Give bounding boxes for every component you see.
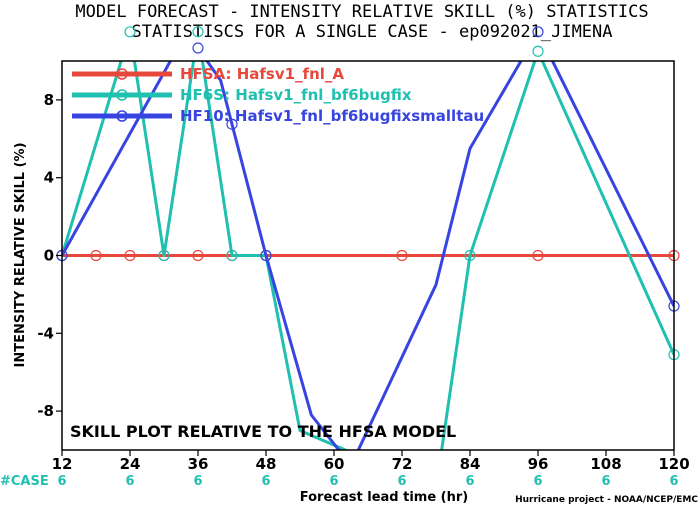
series-marker-1 xyxy=(192,26,204,38)
x-tick-label: 36 xyxy=(188,455,209,473)
chart-title-line2: STATISTISCS FOR A SINGLE CASE - ep092021… xyxy=(131,22,612,42)
series-marker-1 xyxy=(124,26,136,38)
series-marker-2 xyxy=(192,42,204,54)
x-axis-label: Forecast lead time (hr) xyxy=(300,490,468,505)
case-counts: 6 6 6 6 6 6 6 6 6 6 xyxy=(57,474,678,489)
y-tick-label: 0 xyxy=(44,247,54,265)
series-marker-1 xyxy=(226,249,238,262)
y-tick-label: -8 xyxy=(37,402,54,420)
x-tick-label: 24 xyxy=(120,455,141,473)
y-tick-label: -4 xyxy=(37,324,54,342)
credit-text: Hurricane project - NOAA/NCEP/EMC xyxy=(515,495,698,505)
x-tick-label: 120 xyxy=(658,455,689,473)
legend-marker xyxy=(116,89,128,101)
x-tick-label: 108 xyxy=(590,455,621,473)
series-marker-0 xyxy=(532,249,544,262)
skill-annotation: SKILL PLOT RELATIVE TO THE HFSA MODEL xyxy=(70,422,456,441)
case-count: 6 xyxy=(261,474,270,489)
y-tick-labels: -8 -4 0 4 8 xyxy=(37,91,62,420)
case-count: 6 xyxy=(465,474,474,489)
legend: HFSA: Hafsv1_fnl_A HF6S: Hafsv1_fnl_bf6bu… xyxy=(72,65,484,125)
marker-layer xyxy=(56,26,680,361)
case-label: #CASE xyxy=(0,474,49,489)
series-marker-2 xyxy=(226,118,238,130)
case-count: 6 xyxy=(669,474,678,489)
series-marker-1 xyxy=(464,249,476,262)
series-marker-0 xyxy=(90,249,102,262)
series-line-2 xyxy=(62,61,674,450)
case-count: 6 xyxy=(193,474,202,489)
case-count: 6 xyxy=(125,474,134,489)
series-marker-0 xyxy=(124,249,136,262)
x-tick-label: 84 xyxy=(460,455,481,473)
legend-marker xyxy=(116,110,128,122)
case-count: 6 xyxy=(57,474,66,489)
y-axis-label: INTENSITY RELATIVE SKILL (%) xyxy=(13,142,28,367)
case-count: 6 xyxy=(397,474,406,489)
legend-label: HF10: Hafsv1_fnl_bf6bugfixsmalltau xyxy=(180,107,484,125)
x-tick-labels: 12 24 36 48 60 72 84 96 108 120 xyxy=(52,450,690,473)
series-marker-2 xyxy=(532,26,544,38)
series-marker-1 xyxy=(158,249,170,262)
legend-label: HFSA: Hafsv1_fnl_A xyxy=(180,65,344,83)
series-marker-1 xyxy=(532,45,544,57)
series-layer xyxy=(62,61,674,450)
case-count: 6 xyxy=(533,474,542,489)
x-tick-label: 48 xyxy=(256,455,277,473)
x-tick-label: 12 xyxy=(52,455,73,473)
y-tick-label: 8 xyxy=(44,91,54,109)
x-tick-label: 96 xyxy=(528,455,549,473)
series-marker-2 xyxy=(260,249,272,262)
legend-label: HF6S: Hafsv1_fnl_bf6bugfix xyxy=(180,86,412,104)
case-count: 6 xyxy=(601,474,610,489)
x-tick-label: 60 xyxy=(324,455,345,473)
x-tick-label: 72 xyxy=(392,455,413,473)
y-tick-label: 4 xyxy=(44,169,54,187)
case-count: 6 xyxy=(329,474,338,489)
chart-title-line1: MODEL FORECAST - INTENSITY RELATIVE SKIL… xyxy=(75,2,648,22)
series-marker-0 xyxy=(192,249,204,262)
series-marker-0 xyxy=(396,249,408,262)
legend-marker xyxy=(116,68,128,80)
